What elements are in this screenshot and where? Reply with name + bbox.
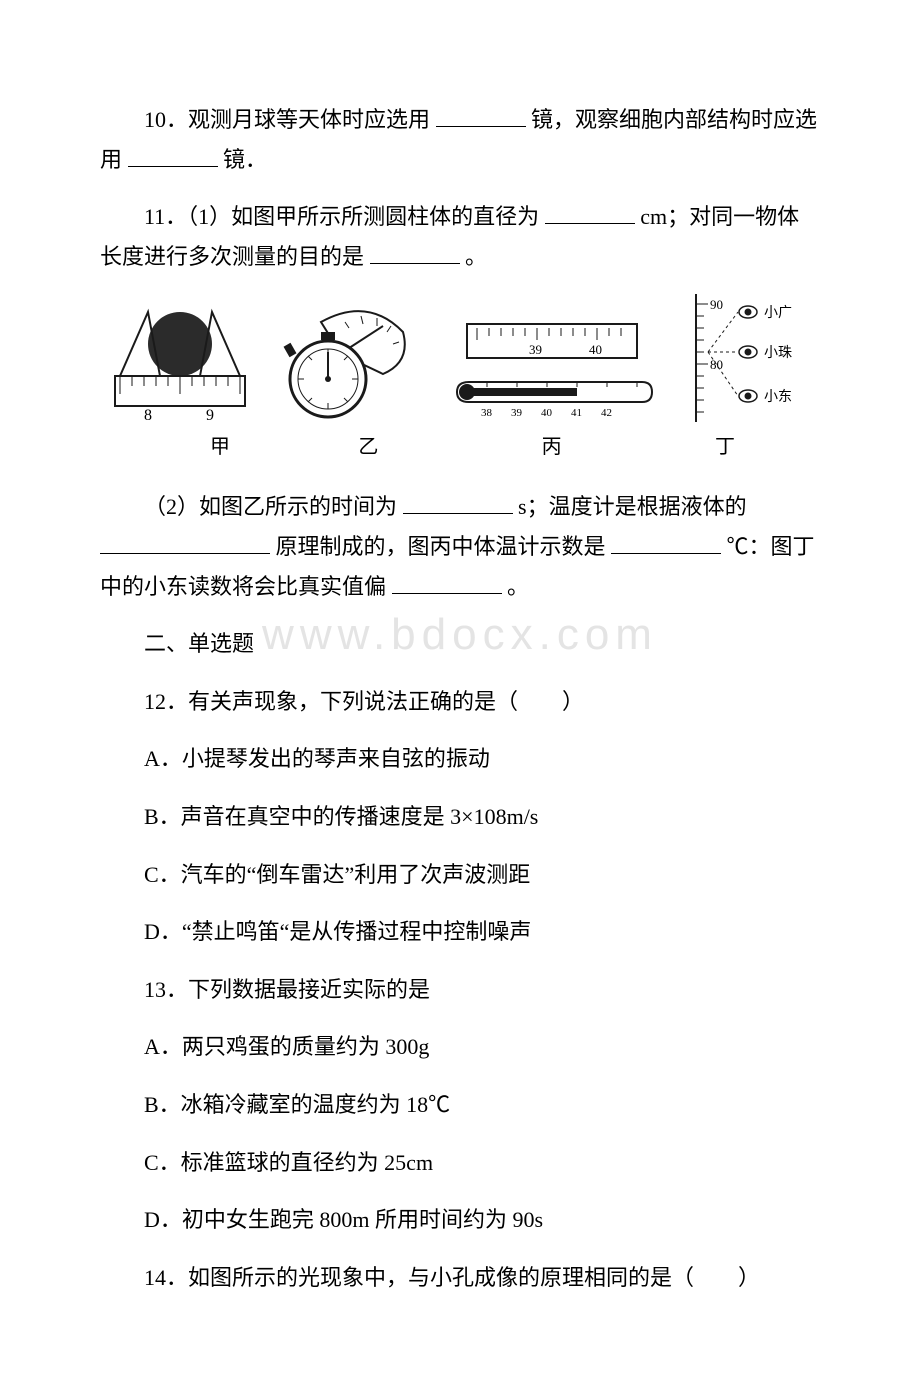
fig-label-jia: 甲	[150, 430, 290, 459]
q12-option-d: D．“禁止鸣笛“是从传播过程中控制噪声	[100, 912, 820, 952]
fig-label-yi: 乙	[293, 430, 443, 459]
ding-name-1: 小广	[764, 305, 792, 321]
q11-blank-6	[392, 569, 502, 593]
fig-label-ding: 丁	[660, 430, 790, 459]
ding-90: 90	[710, 297, 723, 312]
document-body: 10．观测月球等天体时应选用 镜，观察细胞内部结构时应选用 镜． 11．（1）如…	[100, 100, 820, 1297]
bing-b-38: 38	[481, 407, 493, 419]
q11-blank-3	[403, 490, 513, 514]
eye-icon-1	[739, 306, 757, 318]
ding-80: 80	[710, 357, 723, 372]
figure-labels-row: 甲 乙 丙 丁	[100, 430, 820, 459]
q10-text-a: 10．观测月球等天体时应选用	[144, 107, 430, 132]
q10-blank-2	[128, 142, 218, 166]
bing-b-42: 42	[601, 407, 612, 419]
figure-row: 8 9	[100, 294, 820, 424]
question-11-part2: （2）如图乙所示的时间为 s；温度计是根据液体的 原理制成的，图丙中体温计示数是…	[100, 487, 820, 606]
q10-blank-1	[436, 103, 526, 127]
q11-blank-5	[611, 530, 721, 554]
q12-option-b: B．声音在真空中的传播速度是 3×108m/s	[100, 797, 820, 837]
question-14-stem: 14．如图所示的光现象中，与小孔成像的原理相同的是（ ）	[100, 1258, 820, 1298]
q12-option-a: A．小提琴发出的琴声来自弦的振动	[100, 739, 820, 779]
eye-icon-2	[739, 346, 757, 358]
jia-mark-8: 8	[144, 407, 152, 424]
jia-mark-9: 9	[206, 407, 214, 424]
question-10: 10．观测月球等天体时应选用 镜，观察细胞内部结构时应选用 镜．	[100, 100, 820, 179]
bing-b-40: 40	[541, 407, 553, 419]
q11-blank-1	[545, 200, 635, 224]
question-12-stem: 12．有关声现象，下列说法正确的是（ ）	[100, 682, 820, 722]
q11-blank-4	[100, 530, 270, 554]
eye-icon-3	[739, 390, 757, 402]
section-2-heading: 二、单选题	[100, 624, 820, 664]
q11-p2-c: 原理制成的，图丙中体温计示数是	[276, 534, 606, 559]
q11-p2-b: s；温度计是根据液体的	[518, 494, 747, 519]
question-11-part1: 11．（1）如图甲所示所测圆柱体的直径为 cm；对同一物体长度进行多次测量的目的…	[100, 197, 820, 276]
q13-option-d: D．初中女生跑完 800m 所用时间约为 90s	[100, 1200, 820, 1240]
ding-name-2: 小珠	[764, 345, 792, 361]
figure-jia: 8 9	[110, 304, 250, 424]
q13-option-c: C．标准篮球的直径约为 25cm	[100, 1143, 820, 1183]
bing-top-39: 39	[529, 342, 542, 357]
bing-b-39: 39	[511, 407, 523, 419]
question-13-stem: 13．下列数据最接近实际的是	[100, 970, 820, 1010]
q12-option-c: C．汽车的“倒车雷达”利用了次声波测距	[100, 855, 820, 895]
ding-name-3: 小东	[764, 389, 792, 405]
bing-b-41: 41	[571, 407, 582, 419]
q13-option-a: A．两只鸡蛋的质量约为 300g	[100, 1027, 820, 1067]
q13-option-b: B．冰箱冷藏室的温度约为 18℃	[100, 1085, 820, 1125]
q11-p1-c: 。	[465, 244, 487, 269]
q11-p1-a: 11．（1）如图甲所示所测圆柱体的直径为	[144, 204, 539, 229]
figure-bing: 39 40 38 39 40 41 42	[447, 314, 657, 424]
bing-top-40: 40	[589, 342, 602, 357]
q11-p2-e: 。	[507, 574, 529, 599]
figure-ding: 90 80 小广 小珠 小	[680, 294, 810, 424]
q10-text-c: 镜．	[223, 147, 267, 172]
q11-p2-a: （2）如图乙所示的时间为	[144, 494, 397, 519]
fig-label-bing: 丙	[447, 430, 657, 459]
q11-blank-2	[370, 240, 460, 264]
figure-yi	[273, 304, 423, 424]
